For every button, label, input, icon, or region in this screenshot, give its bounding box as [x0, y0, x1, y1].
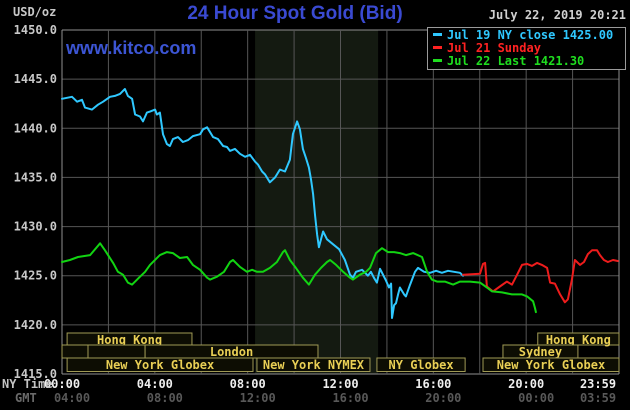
- session-box: [66, 357, 254, 372]
- x-tick-ny: 20:00: [508, 377, 544, 391]
- y-axis-tick-label: 1440.0: [14, 121, 57, 135]
- x-tick-ny: 08:00: [230, 377, 266, 391]
- session-box: [482, 357, 620, 372]
- price-series-jul-22: [61, 242, 537, 314]
- x-tick-gmt: 08:00: [147, 391, 183, 405]
- price-series-jul-21: [462, 249, 619, 304]
- x-tick-gmt: 20:00: [425, 391, 461, 405]
- session-label: Hong Kong: [97, 333, 162, 347]
- x-tick-gmt: 03:59: [580, 391, 616, 405]
- y-axis-unit: USD/oz: [13, 5, 57, 19]
- x-tick-gmt: 04:00: [54, 391, 90, 405]
- legend-label-jul19: Jul 19 NY close 1425.00: [447, 28, 614, 42]
- y-axis-tick-label: 1430.0: [14, 220, 57, 234]
- y-axis-tick-label: 1450.0: [14, 23, 57, 37]
- x-tick-gmt: 00:00: [518, 391, 554, 405]
- x-tick-gmt: 16:00: [332, 391, 368, 405]
- y-axis-tick-label: 1425.0: [14, 269, 57, 283]
- x-tick-ny: 04:00: [137, 377, 173, 391]
- legend-item-jul19: Jul 19 NY close 1425.00: [432, 29, 625, 42]
- price-series-jul-19: [61, 88, 464, 319]
- page-title: 24 Hour Spot Gold (Bid): [187, 3, 403, 24]
- y-axis-tick-label: 1445.0: [14, 72, 57, 86]
- x-axis-label-ny-time: NY Time: [2, 377, 53, 391]
- session-label: Hong Kong: [546, 333, 611, 347]
- x-tick-ny: 16:00: [415, 377, 451, 391]
- kitco-watermark-link[interactable]: www.kitco.com: [66, 38, 197, 58]
- chart-legend: Jul 19 NY close 1425.00 Jul 21 Sunday Ju…: [427, 27, 626, 70]
- session-label: Sydney: [519, 345, 562, 359]
- y-axis-tick-label: 1435.0: [14, 170, 57, 184]
- session-label: NY Globex: [389, 358, 454, 372]
- session-label: New York Globex: [106, 358, 214, 372]
- legend-label-jul22: Jul 22 Last 1421.30: [447, 54, 585, 68]
- session-box: [376, 357, 466, 372]
- legend-item-jul21: Jul 21 Sunday: [432, 42, 625, 55]
- legend-label-jul21: Jul 21 Sunday: [447, 41, 541, 55]
- nymex-session-band: [255, 30, 379, 374]
- session-box: [61, 344, 89, 359]
- session-label: New York NYMEX: [263, 358, 365, 372]
- x-tick-ny: 12:00: [322, 377, 358, 391]
- legend-item-jul22: Jul 22 Last 1421.30: [432, 55, 625, 68]
- timestamp: July 22, 2019 20:21: [488, 8, 626, 22]
- session-box: [256, 357, 371, 372]
- legend-marker-jul22: [433, 59, 442, 62]
- x-tick-gmt: 12:00: [240, 391, 276, 405]
- x-axis-label-gmt: GMT: [15, 391, 37, 405]
- y-axis-tick-label: 1415.0: [14, 367, 57, 381]
- session-box: [87, 344, 146, 359]
- y-axis-tick-label: 1420.0: [14, 318, 57, 332]
- x-tick-ny: 00:00: [44, 377, 80, 391]
- session-label: New York Globex: [497, 358, 605, 372]
- session-label: London: [210, 345, 253, 359]
- x-tick-ny: 23:59: [580, 377, 616, 391]
- legend-marker-jul19: [433, 33, 442, 36]
- legend-marker-jul21: [433, 46, 442, 49]
